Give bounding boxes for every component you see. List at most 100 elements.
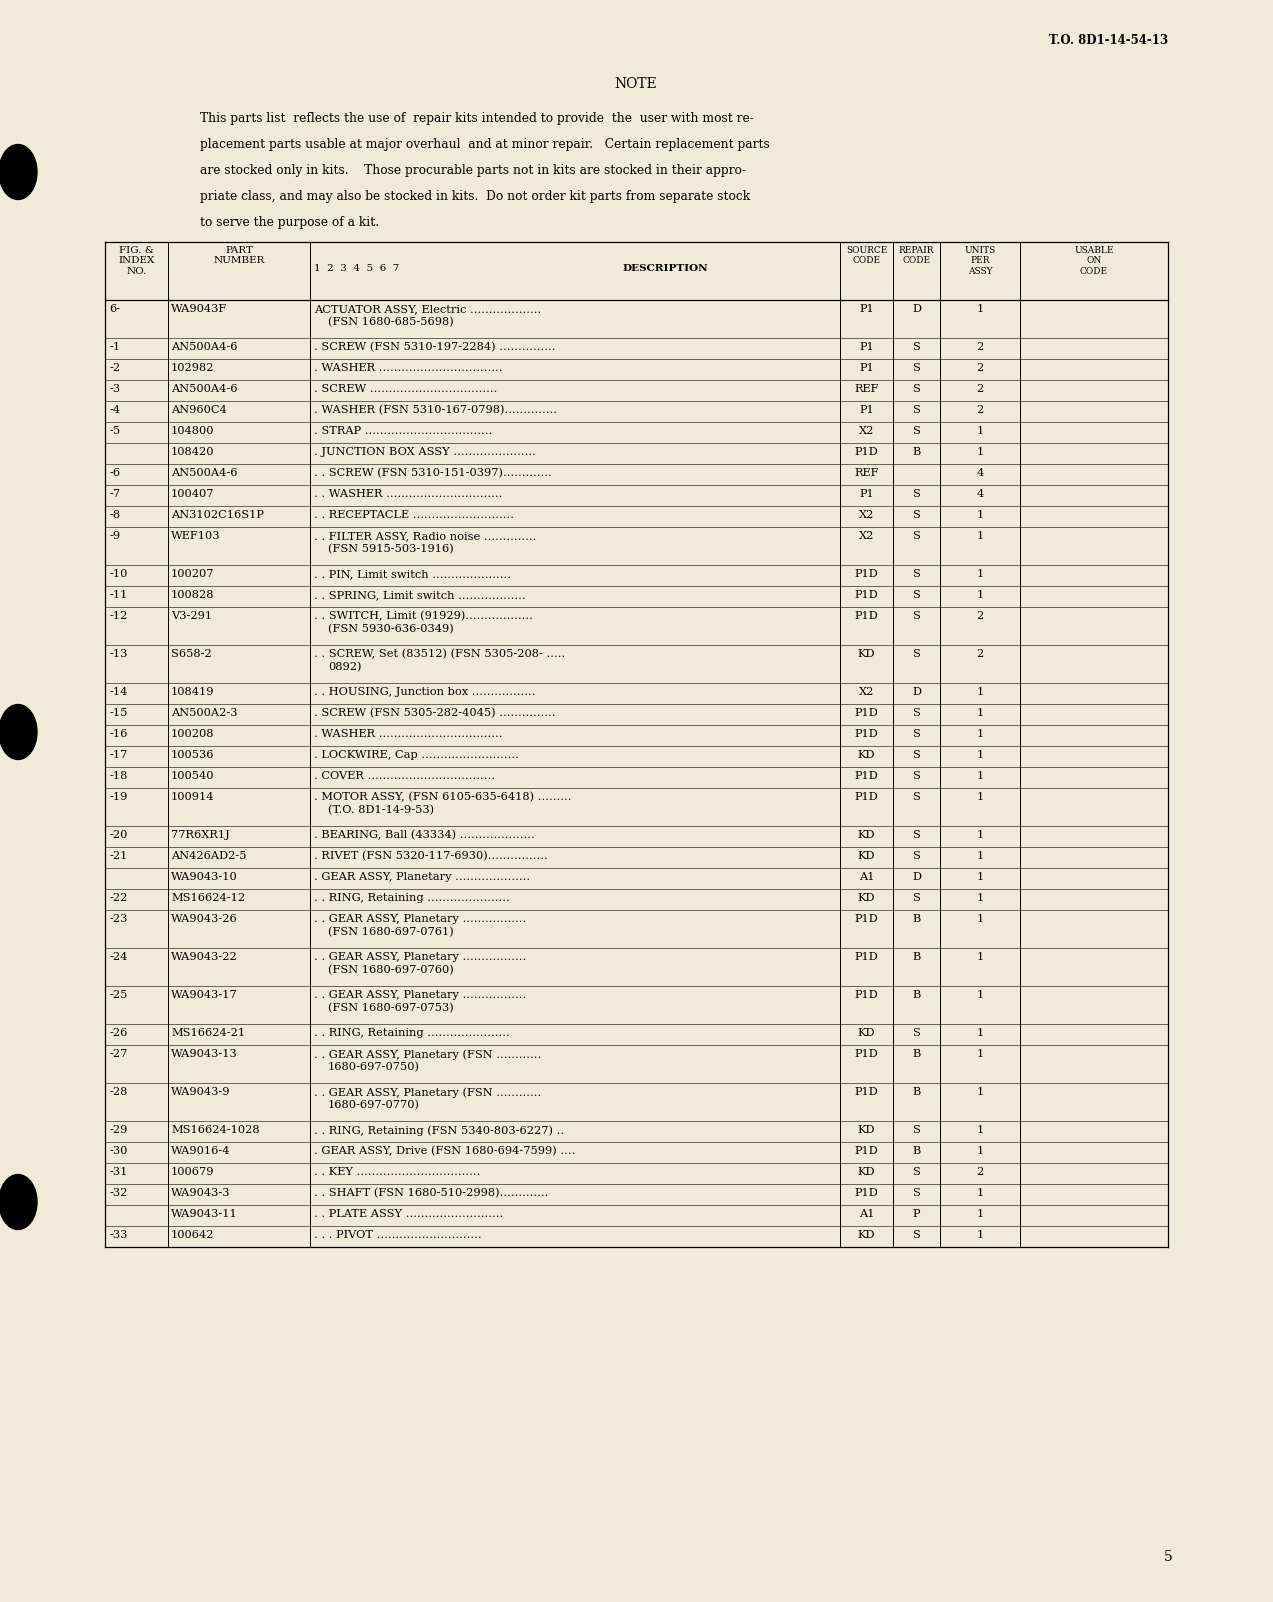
Text: S: S bbox=[913, 489, 920, 498]
Text: A1: A1 bbox=[859, 1210, 875, 1219]
Text: 2: 2 bbox=[976, 364, 984, 373]
Text: KD: KD bbox=[858, 750, 876, 759]
Text: -8: -8 bbox=[109, 509, 120, 521]
Text: 1: 1 bbox=[976, 990, 984, 1000]
Text: . . FILTER ASSY, Radio noise ..............: . . FILTER ASSY, Radio noise ...........… bbox=[314, 530, 536, 541]
Text: . . PLATE ASSY ..........................: . . PLATE ASSY .........................… bbox=[314, 1210, 503, 1219]
Text: AN426AD2-5: AN426AD2-5 bbox=[171, 851, 247, 860]
Text: WA9016-4: WA9016-4 bbox=[171, 1145, 230, 1157]
Text: . . RING, Retaining (FSN 5340-803-6227) ..: . . RING, Retaining (FSN 5340-803-6227) … bbox=[314, 1125, 564, 1136]
Text: P1: P1 bbox=[859, 364, 873, 373]
Text: -25: -25 bbox=[109, 990, 127, 1000]
Text: B: B bbox=[913, 990, 920, 1000]
Text: . SCREW (FSN 5305-282-4045) ...............: . SCREW (FSN 5305-282-4045) ............… bbox=[314, 708, 555, 718]
Text: 1: 1 bbox=[976, 915, 984, 924]
Text: DESCRIPTION: DESCRIPTION bbox=[622, 264, 708, 272]
Text: 0892): 0892) bbox=[328, 662, 362, 673]
Text: T.O. 8D1-14-54-13: T.O. 8D1-14-54-13 bbox=[1049, 34, 1169, 46]
Text: P1: P1 bbox=[859, 304, 873, 314]
Text: -20: -20 bbox=[109, 830, 127, 839]
Ellipse shape bbox=[0, 705, 37, 759]
Text: S: S bbox=[913, 1230, 920, 1240]
Text: -15: -15 bbox=[109, 708, 127, 718]
Text: KD: KD bbox=[858, 892, 876, 904]
Text: WEF103: WEF103 bbox=[171, 530, 220, 541]
Text: S: S bbox=[913, 364, 920, 373]
Text: -23: -23 bbox=[109, 915, 127, 924]
Text: WA9043-11: WA9043-11 bbox=[171, 1210, 238, 1219]
Text: 1: 1 bbox=[976, 569, 984, 578]
Text: priate class, and may also be stocked in kits.  Do not order kit parts from sepa: priate class, and may also be stocked in… bbox=[200, 191, 750, 203]
Text: UNITS
PER
ASSY: UNITS PER ASSY bbox=[965, 247, 995, 276]
Text: P1D: P1D bbox=[854, 729, 878, 739]
Text: -4: -4 bbox=[109, 405, 120, 415]
Text: WA9043-3: WA9043-3 bbox=[171, 1189, 230, 1198]
Text: D: D bbox=[911, 871, 920, 883]
Text: . . HOUSING, Junction box .................: . . HOUSING, Junction box ..............… bbox=[314, 687, 536, 697]
Text: 2: 2 bbox=[976, 610, 984, 622]
Text: S: S bbox=[913, 729, 920, 739]
Text: AN500A4-6: AN500A4-6 bbox=[171, 341, 238, 352]
Text: S: S bbox=[913, 405, 920, 415]
Text: 1: 1 bbox=[976, 447, 984, 457]
Text: P1D: P1D bbox=[854, 1088, 878, 1097]
Text: P1D: P1D bbox=[854, 915, 878, 924]
Text: -12: -12 bbox=[109, 610, 127, 622]
Text: . WASHER .................................: . WASHER ...............................… bbox=[314, 729, 503, 739]
Text: (FSN 5930-636-0349): (FSN 5930-636-0349) bbox=[328, 625, 453, 634]
Text: 108419: 108419 bbox=[171, 687, 214, 697]
Text: . BEARING, Ball (43334) ....................: . BEARING, Ball (43334) ................… bbox=[314, 830, 535, 841]
Text: AN3102C16S1P: AN3102C16S1P bbox=[171, 509, 264, 521]
Text: MS16624-12: MS16624-12 bbox=[171, 892, 246, 904]
Text: 100407: 100407 bbox=[171, 489, 214, 498]
Text: 77R6XR1J: 77R6XR1J bbox=[171, 830, 229, 839]
Text: . LOCKWIRE, Cap ..........................: . LOCKWIRE, Cap ........................… bbox=[314, 750, 519, 759]
Text: -7: -7 bbox=[109, 489, 120, 498]
Text: A1: A1 bbox=[859, 871, 875, 883]
Text: REPAIR
CODE: REPAIR CODE bbox=[899, 247, 934, 266]
Text: S: S bbox=[913, 791, 920, 803]
Text: . JUNCTION BOX ASSY ......................: . JUNCTION BOX ASSY ....................… bbox=[314, 447, 536, 457]
Text: 100536: 100536 bbox=[171, 750, 214, 759]
Text: -18: -18 bbox=[109, 771, 127, 782]
Text: X2: X2 bbox=[859, 530, 875, 541]
Ellipse shape bbox=[0, 1174, 37, 1229]
Text: 2: 2 bbox=[976, 384, 984, 394]
Text: KD: KD bbox=[858, 1028, 876, 1038]
Text: S: S bbox=[913, 384, 920, 394]
Text: 102982: 102982 bbox=[171, 364, 214, 373]
Text: 1: 1 bbox=[976, 1028, 984, 1038]
Text: 100642: 100642 bbox=[171, 1230, 214, 1240]
Text: -17: -17 bbox=[109, 750, 127, 759]
Text: S: S bbox=[913, 830, 920, 839]
Text: . SCREW (FSN 5310-197-2284) ...............: . SCREW (FSN 5310-197-2284) ............… bbox=[314, 341, 555, 352]
Text: KD: KD bbox=[858, 649, 876, 658]
Text: 1: 1 bbox=[976, 590, 984, 601]
Text: -29: -29 bbox=[109, 1125, 127, 1134]
Text: -11: -11 bbox=[109, 590, 127, 601]
Text: X2: X2 bbox=[859, 426, 875, 436]
Text: 100208: 100208 bbox=[171, 729, 214, 739]
Text: S: S bbox=[913, 1166, 920, 1177]
Text: 1: 1 bbox=[976, 426, 984, 436]
Text: 1: 1 bbox=[976, 871, 984, 883]
Text: AN960C4: AN960C4 bbox=[171, 405, 227, 415]
Text: 1680-697-0750): 1680-697-0750) bbox=[328, 1062, 420, 1072]
Text: 1: 1 bbox=[976, 1049, 984, 1059]
Text: 1: 1 bbox=[976, 1230, 984, 1240]
Text: . . SCREW (FSN 5310-151-0397).............: . . SCREW (FSN 5310-151-0397)...........… bbox=[314, 468, 551, 479]
Text: 1: 1 bbox=[976, 851, 984, 860]
Text: (FSN 1680-697-0761): (FSN 1680-697-0761) bbox=[328, 928, 453, 937]
Text: . . SWITCH, Limit (91929)..................: . . SWITCH, Limit (91929)...............… bbox=[314, 610, 533, 622]
Text: (FSN 1680-697-0760): (FSN 1680-697-0760) bbox=[328, 964, 453, 976]
Text: are stocked only in kits.    Those procurable parts not in kits are stocked in t: are stocked only in kits. Those procurab… bbox=[200, 163, 746, 176]
Text: 1: 1 bbox=[976, 530, 984, 541]
Text: D: D bbox=[911, 687, 920, 697]
Text: P: P bbox=[913, 1210, 920, 1219]
Text: FIG. &
INDEX
NO.: FIG. & INDEX NO. bbox=[118, 247, 155, 276]
Text: . . SHAFT (FSN 1680-510-2998).............: . . SHAFT (FSN 1680-510-2998)...........… bbox=[314, 1189, 549, 1198]
Text: P1D: P1D bbox=[854, 447, 878, 457]
Text: 1: 1 bbox=[976, 1088, 984, 1097]
Text: . . GEAR ASSY, Planetary .................: . . GEAR ASSY, Planetary ...............… bbox=[314, 915, 526, 924]
Text: 1: 1 bbox=[976, 1210, 984, 1219]
